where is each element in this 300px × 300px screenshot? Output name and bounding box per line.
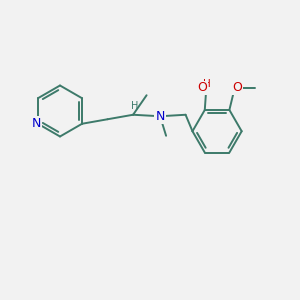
Text: H: H (203, 79, 211, 89)
Text: N: N (155, 110, 165, 123)
Text: N: N (32, 117, 41, 130)
Text: O: O (232, 81, 242, 94)
Text: O: O (197, 81, 207, 94)
Text: H: H (131, 101, 138, 111)
